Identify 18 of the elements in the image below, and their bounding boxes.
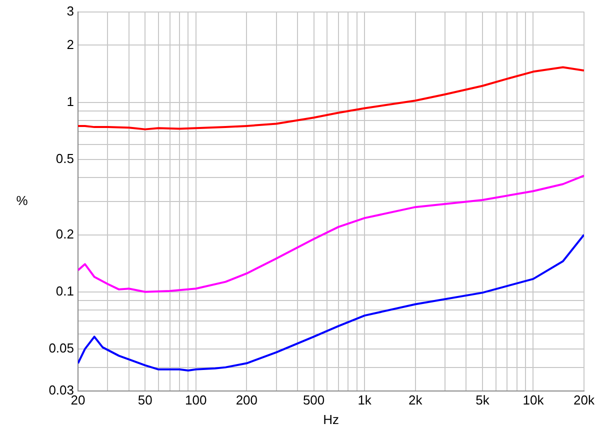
x-tick-label: 50 [138,392,152,408]
x-tick-label: 200 [236,392,258,408]
x-tick-label: 20k [574,392,595,408]
x-tick-label: 5k [476,392,490,408]
x-tick-label: 500 [302,392,325,408]
y-tick-label: 2 [66,36,74,52]
x-tick-label: 2k [408,392,423,408]
x-tick-label: 10k [522,392,544,408]
y-tick-label: 0.2 [56,226,74,242]
y-axis-title: % [16,192,28,208]
x-tick-label: 1k [358,392,372,408]
x-axis-title: Hz [323,412,339,427]
y-tick-label: 3 [66,3,74,18]
y-tick-label: 1 [66,94,74,109]
y-tick-label: 0.05 [48,340,74,356]
y-tick-label: 0.1 [56,283,74,298]
y-tick-label: 0.5 [56,150,74,166]
x-tick-label: 100 [185,392,207,408]
